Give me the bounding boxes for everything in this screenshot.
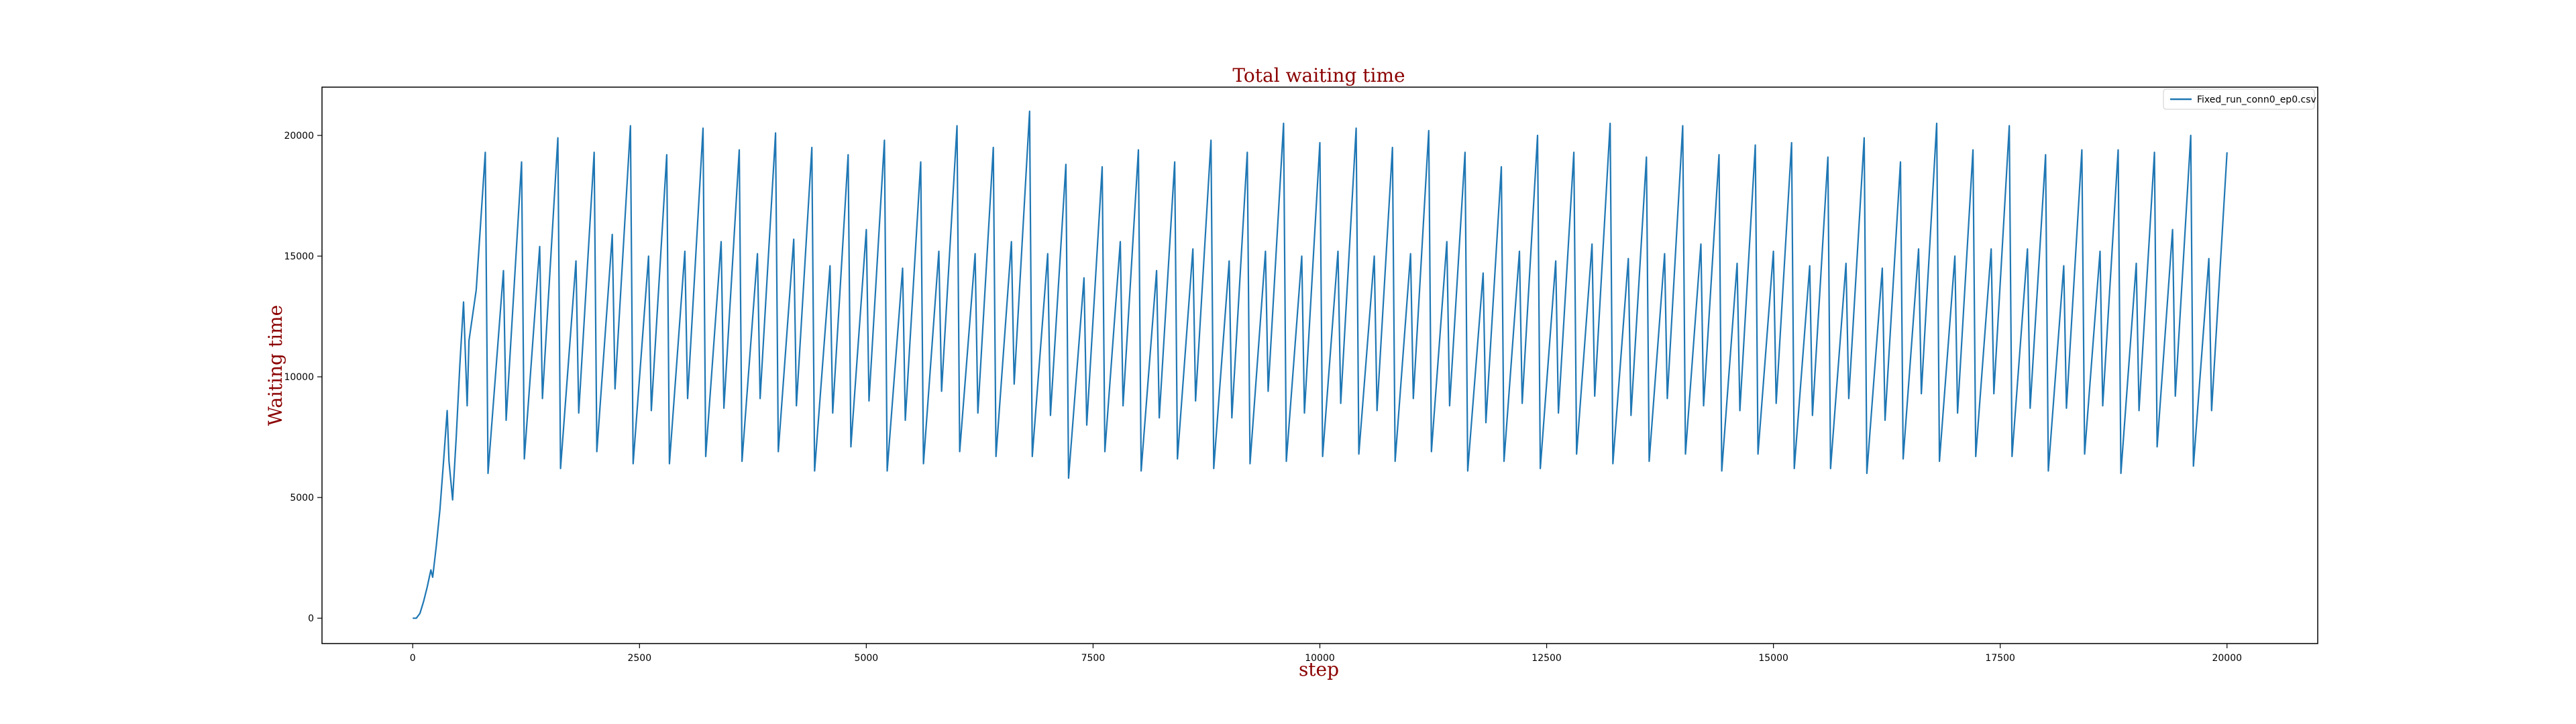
legend: Fixed_run_conn0_ep0.csv: [2163, 89, 2316, 109]
x-tick-label: 12500: [1532, 653, 1562, 664]
x-tick-label: 15000: [1758, 653, 1788, 664]
x-tick-label: 17500: [1985, 653, 2015, 664]
x-tick-label: 5000: [855, 653, 879, 664]
x-tick-label: 20000: [2212, 653, 2242, 664]
y-tick-label: 20000: [284, 131, 314, 141]
y-tick-label: 15000: [284, 251, 314, 262]
x-tick-label: 2500: [627, 653, 651, 664]
legend-series-label: Fixed_run_conn0_ep0.csv: [2197, 95, 2316, 105]
chart-title: Total waiting time: [1232, 64, 1405, 86]
x-tick-label: 7500: [1081, 653, 1106, 664]
x-tick-label: 0: [410, 653, 416, 664]
y-axis-label: Waiting time: [264, 305, 286, 426]
x-axis-label: step: [1299, 658, 1339, 680]
y-tick-label: 5000: [290, 493, 314, 503]
y-tick-label: 0: [308, 613, 314, 624]
y-tick-label: 10000: [284, 372, 314, 383]
